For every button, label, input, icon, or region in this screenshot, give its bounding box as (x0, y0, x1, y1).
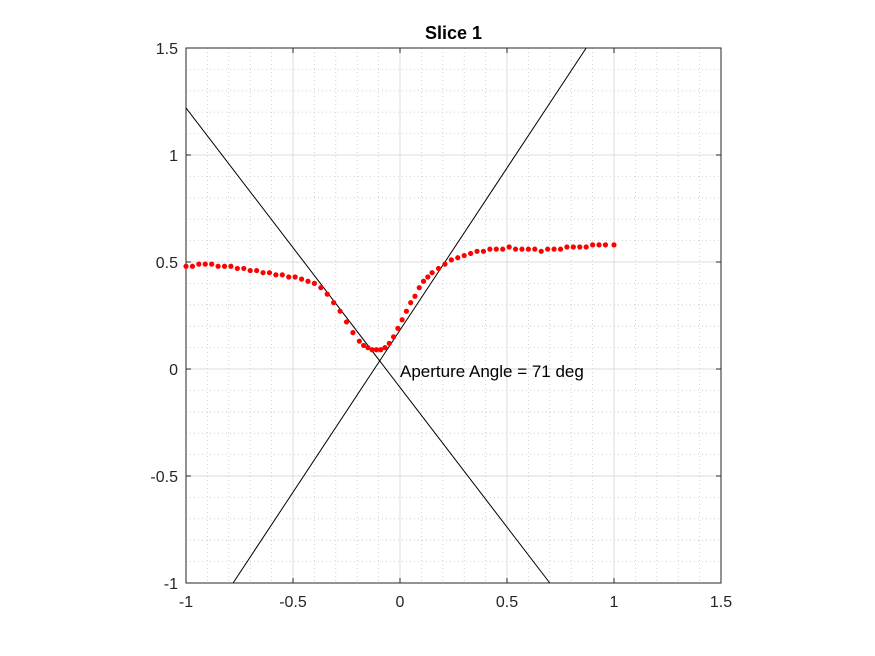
data-point (487, 246, 493, 252)
data-point (369, 347, 375, 353)
data-point (365, 345, 371, 351)
x-tick-label: 1.5 (710, 594, 732, 611)
data-point (378, 347, 384, 353)
data-point (577, 244, 583, 250)
data-point (506, 244, 512, 250)
data-point (583, 244, 589, 250)
major-grid (186, 48, 721, 583)
plot-box (185, 47, 722, 584)
axis-ticks (185, 47, 722, 584)
data-points (183, 242, 617, 353)
data-point (254, 267, 260, 274)
chart-title: Slice 1 (425, 23, 482, 43)
data-point (324, 291, 330, 297)
fit-lines (185, 47, 587, 584)
data-point (373, 347, 380, 353)
y-tick-label: -1 (164, 576, 178, 593)
data-point (234, 265, 240, 272)
x-tick-label: 0.5 (496, 594, 518, 611)
data-point (551, 246, 557, 252)
data-point (279, 272, 285, 278)
data-point (429, 270, 435, 276)
data-point (318, 285, 324, 291)
aperture-angle-annotation: Aperture Angle = 71 deg (400, 362, 584, 381)
data-point (343, 319, 350, 325)
data-point (196, 261, 202, 267)
data-point (241, 265, 247, 272)
data-point (590, 242, 596, 248)
data-point (468, 250, 474, 257)
data-point (221, 263, 228, 269)
data-point (596, 242, 602, 248)
aperture-line (232, 47, 587, 584)
data-point (519, 246, 525, 252)
data-point (247, 267, 253, 274)
data-point (500, 246, 506, 252)
data-point (350, 330, 356, 336)
data-point (538, 248, 544, 254)
data-point (545, 246, 551, 252)
data-point (602, 242, 609, 248)
data-point (420, 278, 427, 284)
y-tick-label: 0 (169, 362, 178, 379)
data-point (461, 252, 467, 259)
data-point (183, 263, 189, 269)
data-point (408, 300, 414, 306)
data-point (395, 325, 401, 331)
data-point (493, 246, 499, 252)
data-point (557, 246, 564, 252)
data-point (564, 244, 570, 250)
data-point (228, 263, 234, 269)
data-point (209, 261, 215, 267)
data-point (403, 308, 410, 314)
data-point (525, 246, 532, 252)
y-tick-label: -0.5 (150, 469, 178, 486)
data-point (382, 345, 388, 351)
data-point (298, 276, 305, 282)
data-point (425, 274, 431, 280)
x-tick-label: -1 (179, 594, 193, 611)
tick-labels: -1 -0.5 0 0.5 1 1.5 -1 -0.5 0 0.5 1 1.5 (150, 41, 732, 611)
x-tick-label: -0.5 (279, 594, 307, 611)
data-point (390, 334, 397, 340)
data-point (215, 263, 221, 269)
data-point (611, 242, 617, 248)
data-point (442, 261, 448, 267)
data-point (305, 278, 311, 284)
data-point (412, 293, 418, 299)
x-tick-label: 1 (610, 594, 619, 611)
data-point (189, 263, 196, 269)
data-point (361, 342, 367, 349)
data-point (570, 244, 576, 250)
data-point (202, 261, 208, 267)
data-point (337, 308, 343, 314)
y-tick-label: 0.5 (156, 255, 178, 272)
data-point (455, 255, 461, 261)
data-point (356, 338, 362, 344)
data-point (435, 265, 442, 272)
data-point (266, 270, 273, 276)
data-point (311, 280, 317, 286)
minor-grid (186, 48, 721, 583)
data-point (399, 317, 405, 323)
data-point (286, 274, 292, 280)
y-tick-label: 1 (169, 148, 178, 165)
data-point (512, 246, 519, 252)
data-point (386, 340, 392, 346)
data-point (474, 248, 480, 254)
data-point (480, 248, 487, 254)
data-point (448, 257, 454, 263)
data-point (292, 274, 298, 280)
data-point (331, 300, 337, 306)
data-point (532, 246, 538, 252)
y-tick-label: 1.5 (156, 41, 178, 58)
data-point (416, 285, 422, 291)
x-tick-label: 0 (396, 594, 405, 611)
data-point (260, 270, 266, 276)
data-point (273, 272, 279, 278)
